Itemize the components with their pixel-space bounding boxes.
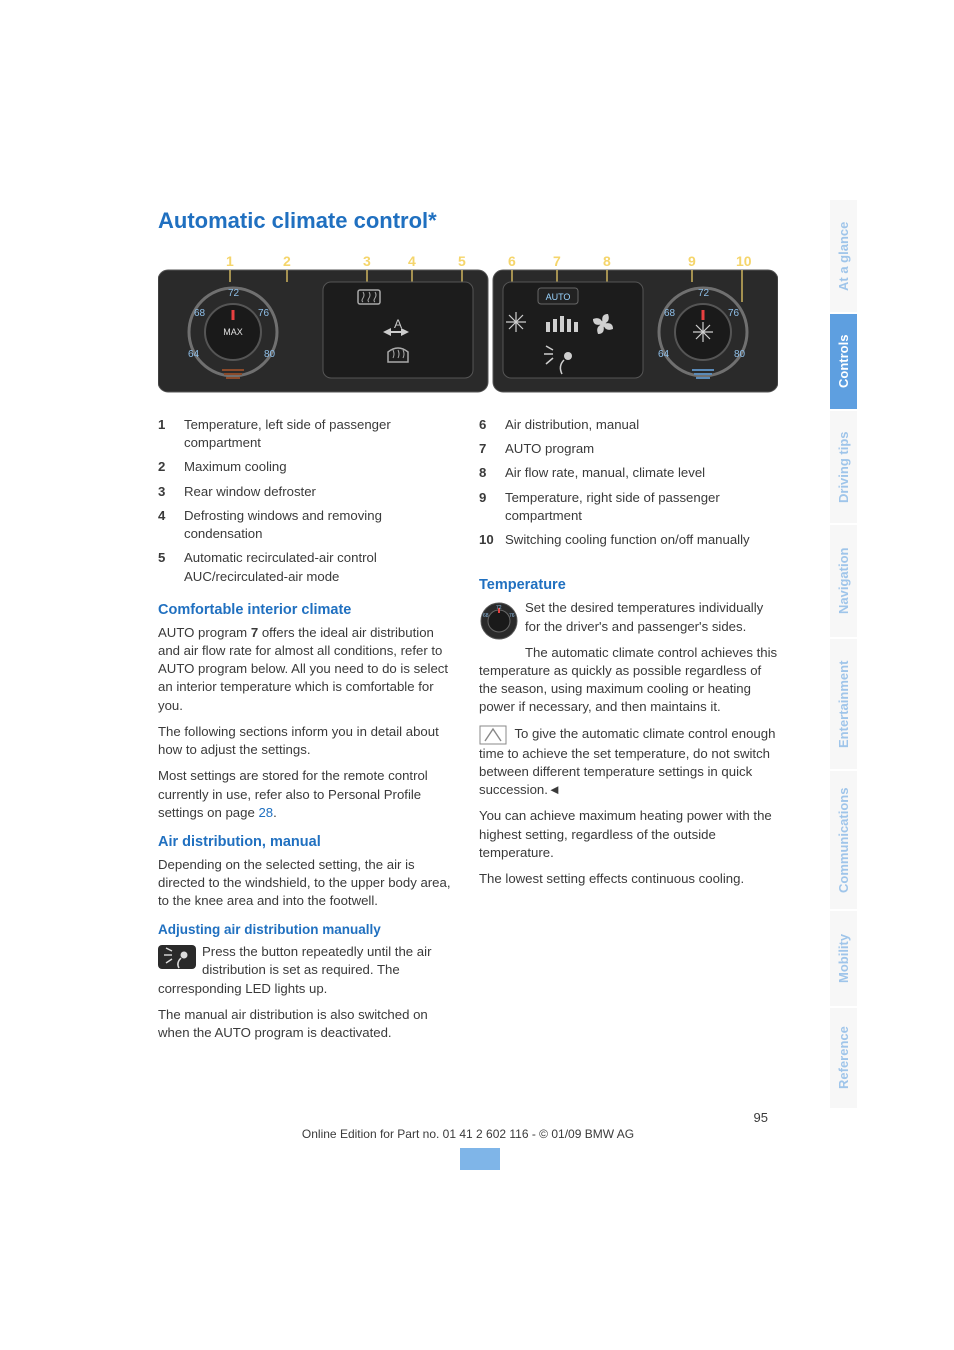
page-title: Automatic climate control*: [158, 208, 778, 234]
side-tab-navigation[interactable]: Navigation: [830, 525, 857, 637]
callout-8: 8: [603, 253, 611, 269]
right-column: 6Air distribution, manual 7AUTO program …: [479, 416, 778, 1050]
callout-9: 9: [688, 253, 696, 269]
legend-list-right: 6Air distribution, manual 7AUTO program …: [479, 416, 778, 549]
svg-text:68: 68: [664, 308, 676, 319]
center-cluster-right: AUTO: [503, 282, 643, 378]
side-tab-driving-tips[interactable]: Driving tips: [830, 411, 857, 523]
legend-item: 2Maximum cooling: [158, 458, 457, 476]
content-columns: 1Temperature, left side of passenger com…: [158, 416, 778, 1050]
para-temp-4: You can achieve maximum heating power wi…: [479, 807, 778, 862]
callout-2: 2: [283, 253, 291, 269]
legend-item: 8Air flow rate, manual, climate level: [479, 464, 778, 482]
side-tabs: At a glanceControlsDriving tipsNavigatio…: [830, 200, 862, 1110]
auto-label: AUTO: [546, 292, 571, 302]
svg-text:72: 72: [228, 288, 240, 299]
page-content: Automatic climate control* 1 2 3 4 5 6 7…: [158, 208, 778, 1050]
svg-text:76: 76: [258, 308, 270, 319]
climate-control-figure: 1 2 3 4 5 6 7 8 9 10: [158, 252, 778, 402]
para-temp-1: 726876 Set the desired temperatures indi…: [479, 599, 778, 635]
page-link-28[interactable]: 28: [258, 805, 273, 820]
legend-item: 4Defrosting windows and removing condens…: [158, 507, 457, 543]
temp-dial-icon: 72 68 76: [479, 601, 519, 646]
caution-icon: [479, 725, 507, 745]
svg-text:76: 76: [728, 308, 740, 319]
para-comfort-3: Most settings are stored for the remote …: [158, 767, 457, 822]
svg-text:72: 72: [698, 288, 710, 299]
svg-text:68: 68: [194, 308, 206, 319]
max-label: MAX: [223, 327, 243, 337]
para-airdist: Depending on the selected setting, the a…: [158, 856, 457, 911]
side-tab-mobility[interactable]: Mobility: [830, 911, 857, 1006]
side-tab-reference[interactable]: Reference: [830, 1008, 857, 1108]
footer-blue-tab: [460, 1148, 500, 1170]
callout-5: 5: [458, 253, 466, 269]
air-dist-button-icon: [158, 945, 196, 974]
para-temp-3: To give the automatic climate control en…: [479, 725, 778, 800]
legend-item: 1Temperature, left side of passenger com…: [158, 416, 457, 452]
para-adjust-2: The manual air distribution is also swit…: [158, 1006, 457, 1042]
side-tab-controls[interactable]: Controls: [830, 314, 857, 409]
side-tab-at-a-glance[interactable]: At a glance: [830, 200, 857, 312]
svg-text:64: 64: [188, 349, 200, 360]
para-comfort-1: AUTO program 7 offers the ideal air dist…: [158, 624, 457, 715]
callout-4: 4: [408, 253, 416, 269]
legend-list-left: 1Temperature, left side of passenger com…: [158, 416, 457, 586]
heading-adjust: Adjusting air distribution manually: [158, 921, 457, 940]
side-tab-entertainment[interactable]: Entertainment: [830, 639, 857, 769]
footer-line: Online Edition for Part no. 01 41 2 602 …: [158, 1127, 778, 1141]
callout-1: 1: [226, 253, 234, 269]
svg-text:72: 72: [496, 605, 502, 611]
callout-10: 10: [736, 253, 752, 269]
legend-item: 7AUTO program: [479, 440, 778, 458]
page-footer: 95 Online Edition for Part no. 01 41 2 6…: [158, 1110, 778, 1141]
svg-text:80: 80: [264, 349, 276, 360]
para-comfort-2: The following sections inform you in det…: [158, 723, 457, 759]
snowflake-center: [693, 322, 713, 342]
legend-item: 10Switching cooling function on/off manu…: [479, 531, 778, 549]
legend-item: 3Rear window defroster: [158, 483, 457, 501]
callout-7: 7: [553, 253, 561, 269]
para-adjust-1: Press the button repeatedly until the ai…: [158, 943, 457, 998]
svg-text:76: 76: [509, 613, 515, 619]
snowflake-icon-left: [506, 312, 526, 332]
side-tab-communications[interactable]: Communications: [830, 771, 857, 909]
center-buttons-left: A: [323, 282, 473, 378]
heading-temperature: Temperature: [479, 575, 778, 595]
callout-3: 3: [363, 253, 371, 269]
para-temp-2: The automatic climate control achieves t…: [479, 644, 778, 717]
callout-numbers: 1 2 3 4 5 6 7 8 9 10: [226, 253, 752, 269]
para-temp-5: The lowest setting effects continuous co…: [479, 870, 778, 888]
page-number: 95: [158, 1110, 778, 1125]
svg-text:68: 68: [483, 613, 489, 619]
heading-comfortable: Comfortable interior climate: [158, 600, 457, 620]
svg-text:64: 64: [658, 349, 670, 360]
callout-6: 6: [508, 253, 516, 269]
svg-text:A: A: [394, 317, 402, 331]
heading-airdist: Air distribution, manual: [158, 832, 457, 852]
left-column: 1Temperature, left side of passenger com…: [158, 416, 457, 1050]
legend-item: 9Temperature, right side of passenger co…: [479, 489, 778, 525]
legend-item: 5Automatic recirculated-air control AUC/…: [158, 549, 457, 585]
legend-item: 6Air distribution, manual: [479, 416, 778, 434]
svg-text:80: 80: [734, 349, 746, 360]
